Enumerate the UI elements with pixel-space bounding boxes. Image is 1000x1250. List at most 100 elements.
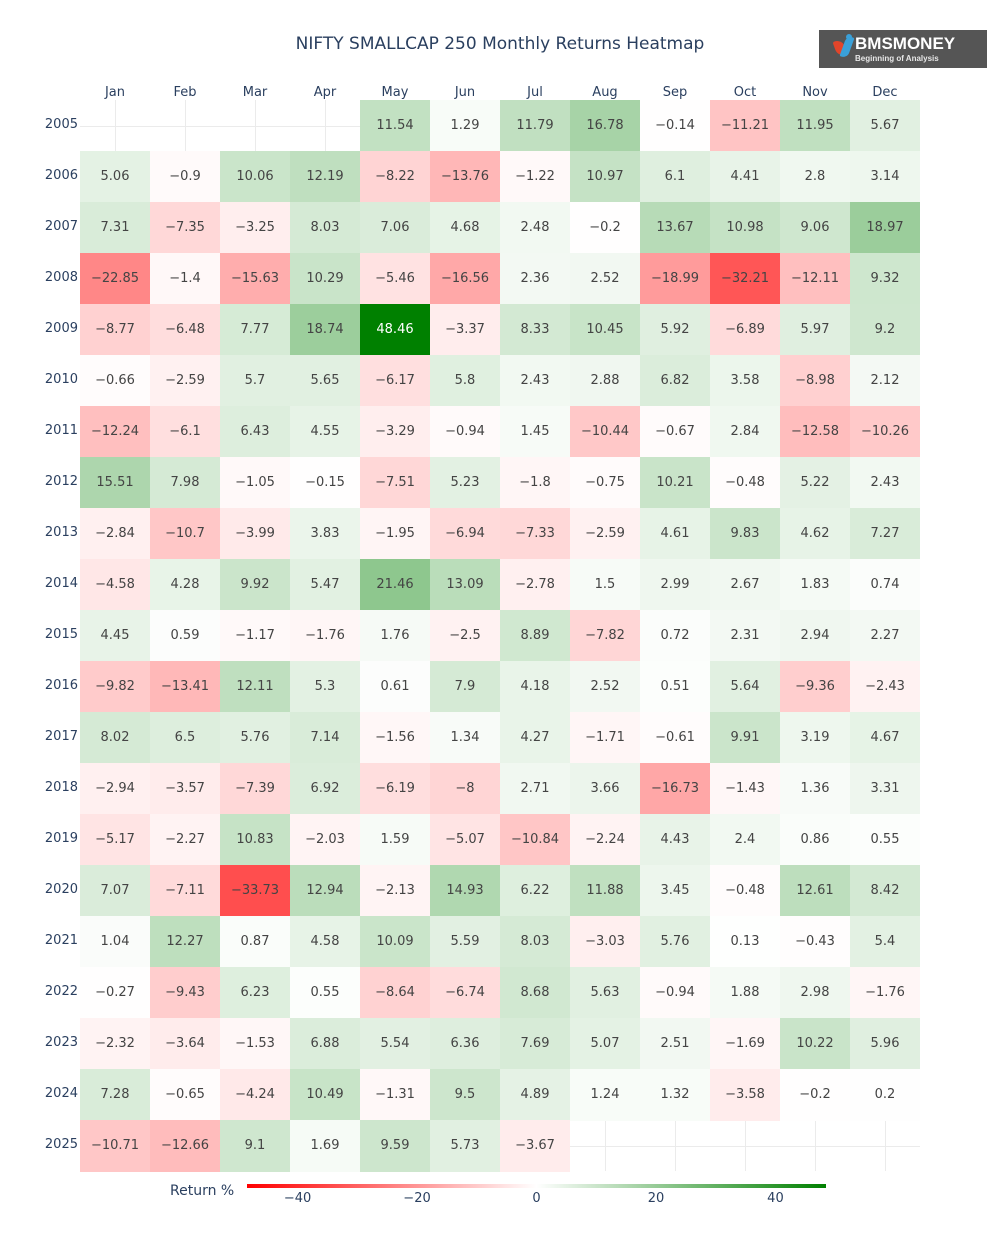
heatmap-cell[interactable]: 5.67: [850, 100, 920, 152]
heatmap-cell[interactable]: −0.48: [710, 865, 780, 917]
heatmap-cell[interactable]: −3.57: [150, 763, 220, 815]
heatmap-cell[interactable]: 16.78: [570, 100, 640, 152]
heatmap-cell[interactable]: 5.64: [710, 661, 780, 713]
heatmap-cell[interactable]: 5.23: [430, 457, 500, 509]
heatmap-cell[interactable]: −8.77: [80, 304, 150, 356]
heatmap-cell[interactable]: −10.84: [500, 814, 570, 866]
heatmap-cell[interactable]: −7.33: [500, 508, 570, 560]
heatmap-cell[interactable]: 10.97: [570, 151, 640, 203]
heatmap-cell[interactable]: −12.24: [80, 406, 150, 458]
heatmap-cell[interactable]: −6.94: [430, 508, 500, 560]
heatmap-cell[interactable]: 6.88: [290, 1018, 360, 1070]
heatmap-cell[interactable]: 4.18: [500, 661, 570, 713]
heatmap-cell[interactable]: −3.58: [710, 1069, 780, 1121]
heatmap-cell[interactable]: −15.63: [220, 253, 290, 305]
heatmap-cell[interactable]: −22.85: [80, 253, 150, 305]
heatmap-cell[interactable]: 7.14: [290, 712, 360, 764]
heatmap-cell[interactable]: −0.48: [710, 457, 780, 509]
heatmap-cell[interactable]: 3.19: [780, 712, 850, 764]
heatmap-cell[interactable]: 11.54: [360, 100, 430, 152]
heatmap-cell[interactable]: −0.27: [80, 967, 150, 1019]
heatmap-cell[interactable]: −6.74: [430, 967, 500, 1019]
heatmap-cell[interactable]: 9.32: [850, 253, 920, 305]
heatmap-cell[interactable]: −2.5: [430, 610, 500, 662]
heatmap-cell[interactable]: 0.86: [780, 814, 850, 866]
heatmap-cell[interactable]: 2.36: [500, 253, 570, 305]
heatmap-cell[interactable]: 0.2: [850, 1069, 920, 1121]
heatmap-cell[interactable]: −1.76: [290, 610, 360, 662]
heatmap-cell[interactable]: 4.68: [430, 202, 500, 254]
heatmap-cell[interactable]: 7.28: [80, 1069, 150, 1121]
heatmap-cell[interactable]: −1.8: [500, 457, 570, 509]
heatmap-cell[interactable]: 5.3: [290, 661, 360, 713]
heatmap-cell[interactable]: −0.2: [780, 1069, 850, 1121]
heatmap-cell[interactable]: −13.76: [430, 151, 500, 203]
heatmap-cell[interactable]: 5.54: [360, 1018, 430, 1070]
heatmap-cell[interactable]: 14.93: [430, 865, 500, 917]
heatmap-cell[interactable]: 2.52: [570, 661, 640, 713]
heatmap-cell[interactable]: 4.55: [290, 406, 360, 458]
heatmap-cell[interactable]: −8.64: [360, 967, 430, 1019]
heatmap-cell[interactable]: −2.78: [500, 559, 570, 611]
heatmap-cell[interactable]: −1.71: [570, 712, 640, 764]
heatmap-cell[interactable]: 5.96: [850, 1018, 920, 1070]
heatmap-cell[interactable]: 5.76: [220, 712, 290, 764]
heatmap-cell[interactable]: 9.06: [780, 202, 850, 254]
heatmap-cell[interactable]: −1.17: [220, 610, 290, 662]
heatmap-cell[interactable]: −0.14: [640, 100, 710, 152]
heatmap-cell[interactable]: 5.8: [430, 355, 500, 407]
heatmap-cell[interactable]: −2.59: [570, 508, 640, 560]
heatmap-cell[interactable]: −2.59: [150, 355, 220, 407]
heatmap-cell[interactable]: −33.73: [220, 865, 290, 917]
heatmap-cell[interactable]: −0.15: [290, 457, 360, 509]
heatmap-cell[interactable]: 2.84: [710, 406, 780, 458]
heatmap-cell[interactable]: 10.83: [220, 814, 290, 866]
heatmap-cell[interactable]: 5.65: [290, 355, 360, 407]
heatmap-cell[interactable]: 9.1: [220, 1120, 290, 1172]
heatmap-cell[interactable]: −1.69: [710, 1018, 780, 1070]
heatmap-cell[interactable]: −10.26: [850, 406, 920, 458]
heatmap-cell[interactable]: −3.03: [570, 916, 640, 968]
heatmap-cell[interactable]: 7.9: [430, 661, 500, 713]
heatmap-plot-area[interactable]: 11.54 1.29 11.79 16.78 −0.14 −11.21 11.95 5.67 5…: [80, 100, 920, 1172]
heatmap-cell[interactable]: 1.5: [570, 559, 640, 611]
heatmap-cell[interactable]: −7.82: [570, 610, 640, 662]
heatmap-cell[interactable]: −0.65: [150, 1069, 220, 1121]
heatmap-cell[interactable]: 10.09: [360, 916, 430, 968]
heatmap-cell[interactable]: 1.34: [430, 712, 500, 764]
heatmap-cell[interactable]: 2.99: [640, 559, 710, 611]
heatmap-cell[interactable]: −6.19: [360, 763, 430, 815]
heatmap-cell[interactable]: −5.07: [430, 814, 500, 866]
heatmap-cell[interactable]: 12.61: [780, 865, 850, 917]
heatmap-cell[interactable]: 7.27: [850, 508, 920, 560]
heatmap-cell[interactable]: 5.73: [430, 1120, 500, 1172]
heatmap-cell[interactable]: −0.9: [150, 151, 220, 203]
heatmap-cell[interactable]: 7.06: [360, 202, 430, 254]
heatmap-cell[interactable]: 6.92: [290, 763, 360, 815]
heatmap-cell[interactable]: 4.28: [150, 559, 220, 611]
heatmap-cell[interactable]: −3.99: [220, 508, 290, 560]
heatmap-cell[interactable]: 2.71: [500, 763, 570, 815]
heatmap-cell[interactable]: −2.27: [150, 814, 220, 866]
heatmap-cell[interactable]: 5.4: [850, 916, 920, 968]
heatmap-cell[interactable]: 4.45: [80, 610, 150, 662]
heatmap-cell[interactable]: −16.73: [640, 763, 710, 815]
heatmap-cell[interactable]: −1.53: [220, 1018, 290, 1070]
heatmap-cell[interactable]: −13.41: [150, 661, 220, 713]
heatmap-cell[interactable]: 11.95: [780, 100, 850, 152]
heatmap-cell[interactable]: 2.27: [850, 610, 920, 662]
heatmap-cell[interactable]: 18.97: [850, 202, 920, 254]
heatmap-cell[interactable]: 7.98: [150, 457, 220, 509]
heatmap-cell[interactable]: 9.5: [430, 1069, 500, 1121]
heatmap-cell[interactable]: 11.79: [500, 100, 570, 152]
heatmap-cell[interactable]: −18.99: [640, 253, 710, 305]
heatmap-cell[interactable]: −1.76: [850, 967, 920, 1019]
heatmap-cell[interactable]: 9.92: [220, 559, 290, 611]
heatmap-cell[interactable]: 0.72: [640, 610, 710, 662]
heatmap-cell[interactable]: −6.48: [150, 304, 220, 356]
heatmap-cell[interactable]: 5.59: [430, 916, 500, 968]
heatmap-cell[interactable]: 1.76: [360, 610, 430, 662]
heatmap-cell[interactable]: 10.29: [290, 253, 360, 305]
heatmap-cell[interactable]: 1.04: [80, 916, 150, 968]
heatmap-cell[interactable]: 3.83: [290, 508, 360, 560]
